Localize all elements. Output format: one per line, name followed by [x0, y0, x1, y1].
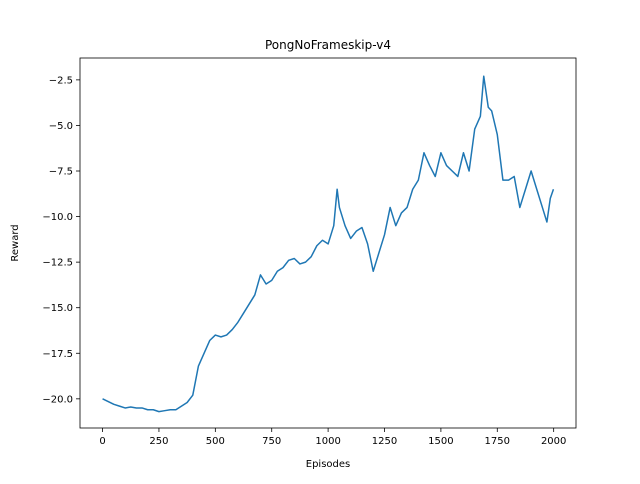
plot-frame [79, 57, 577, 429]
x-tick-label: 2000 [541, 436, 566, 447]
x-tick-label: 0 [99, 436, 105, 447]
x-axis-label: Episodes [306, 459, 350, 470]
y-axis-label: Reward [10, 224, 21, 261]
chart-title: PongNoFrameskip-v4 [265, 38, 391, 52]
x-tick-label: 750 [262, 436, 281, 447]
y-tick-label: −12.5 [42, 258, 73, 269]
x-tick-label: 1250 [372, 436, 397, 447]
line-series [102, 75, 555, 413]
x-tick-label: 1750 [485, 436, 510, 447]
y-tick-label: −2.5 [49, 75, 73, 86]
y-tick-label: −15.0 [42, 303, 73, 314]
x-tick-label: 1500 [428, 436, 453, 447]
y-tick-label: −17.5 [42, 349, 73, 360]
x-tick-label: 500 [206, 436, 225, 447]
x-tick-label: 250 [149, 436, 168, 447]
y-tick-label: −5.0 [49, 121, 73, 132]
y-tick-label: −7.5 [49, 167, 73, 178]
y-tick-label: −10.0 [42, 212, 73, 223]
x-tick-label: 1000 [315, 436, 340, 447]
y-tick-label: −20.0 [42, 394, 73, 405]
